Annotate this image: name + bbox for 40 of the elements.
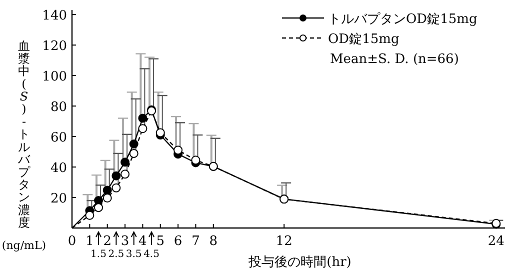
point bbox=[120, 170, 130, 179]
legend-label: OD錠15mg bbox=[328, 32, 400, 47]
point bbox=[138, 114, 148, 123]
point bbox=[191, 156, 200, 165]
point bbox=[112, 171, 121, 180]
legend-label: トルバプタンOD錠15mg bbox=[328, 12, 478, 27]
y-tick-label: 20 bbox=[50, 192, 67, 207]
x-tick-label: 3 bbox=[120, 234, 130, 249]
x-tick-label: 4 bbox=[138, 234, 147, 249]
y-tick-label: 120 bbox=[42, 39, 67, 54]
annotation: 4.5 bbox=[144, 249, 160, 260]
point bbox=[102, 186, 112, 195]
annotation: 2.5 bbox=[108, 249, 124, 260]
annotation: Mean±S. D. (n=66) bbox=[330, 52, 459, 67]
point bbox=[102, 193, 112, 202]
x-tick-label: 12 bbox=[276, 234, 292, 249]
point bbox=[94, 203, 104, 212]
point bbox=[174, 146, 183, 155]
point bbox=[138, 124, 148, 134]
y-tick-label: 80 bbox=[50, 100, 67, 116]
x-tick-label: 1 bbox=[86, 234, 94, 249]
annotation: 1.5 bbox=[90, 249, 106, 260]
x-tick-label: 5 bbox=[156, 234, 165, 249]
x-tick-label: 2 bbox=[103, 234, 112, 249]
x-tick-label: 7 bbox=[192, 234, 200, 249]
y-tick-label: 60 bbox=[50, 130, 67, 146]
x-tick-label: 8 bbox=[209, 234, 218, 249]
y-tick-label: 40 bbox=[50, 161, 67, 176]
point bbox=[120, 158, 130, 167]
point bbox=[129, 140, 138, 148]
point bbox=[85, 210, 94, 220]
x-tick-label: 0 bbox=[68, 234, 76, 249]
y-tick-label: 140 bbox=[42, 8, 67, 24]
x-tick-label: 24 bbox=[488, 234, 504, 249]
x-axis-title: 投与後の時間(hr) bbox=[248, 255, 352, 270]
annotation: 3.5 bbox=[126, 249, 142, 260]
point bbox=[112, 183, 121, 192]
point bbox=[156, 128, 165, 138]
x-tick-label: 6 bbox=[174, 234, 182, 249]
point bbox=[129, 148, 138, 158]
